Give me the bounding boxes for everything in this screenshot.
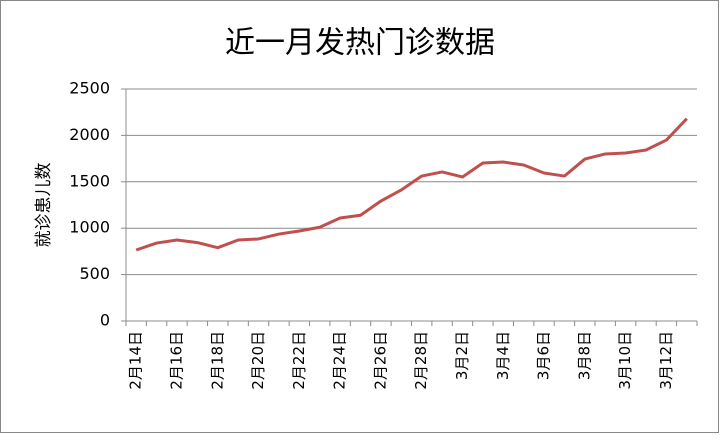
y-tick-label: 2500 (69, 79, 110, 98)
y-tick-label: 1500 (69, 171, 110, 190)
y-tick-label: 1000 (69, 218, 110, 237)
chart-title: 近一月发热门诊数据 (225, 26, 495, 61)
x-tick-label: 2月28日 (412, 331, 430, 390)
x-tick-label: 2月22日 (290, 331, 308, 390)
x-tick-label: 3月10日 (616, 331, 634, 390)
x-tick-label: 3月4日 (494, 331, 512, 380)
x-tick-label: 3月2日 (453, 331, 471, 380)
x-tick-label: 2月26日 (371, 331, 389, 390)
x-tick-label: 3月6日 (535, 331, 553, 380)
y-axis-label: 就诊患儿数 (34, 163, 54, 248)
y-tick-label: 2000 (69, 125, 110, 144)
x-tick-label: 2月18日 (208, 331, 226, 390)
x-tick-label: 2月24日 (331, 331, 349, 390)
x-tick-label: 2月20日 (249, 331, 267, 390)
x-tick-label: 2月14日 (127, 331, 145, 390)
x-tick-label: 3月8日 (575, 331, 593, 380)
y-tick-label: 0 (100, 311, 110, 330)
x-tick-label: 3月12日 (657, 331, 675, 390)
x-tick-label: 2月16日 (167, 331, 185, 390)
line-series (135, 117, 688, 252)
y-tick-label: 500 (79, 264, 110, 283)
